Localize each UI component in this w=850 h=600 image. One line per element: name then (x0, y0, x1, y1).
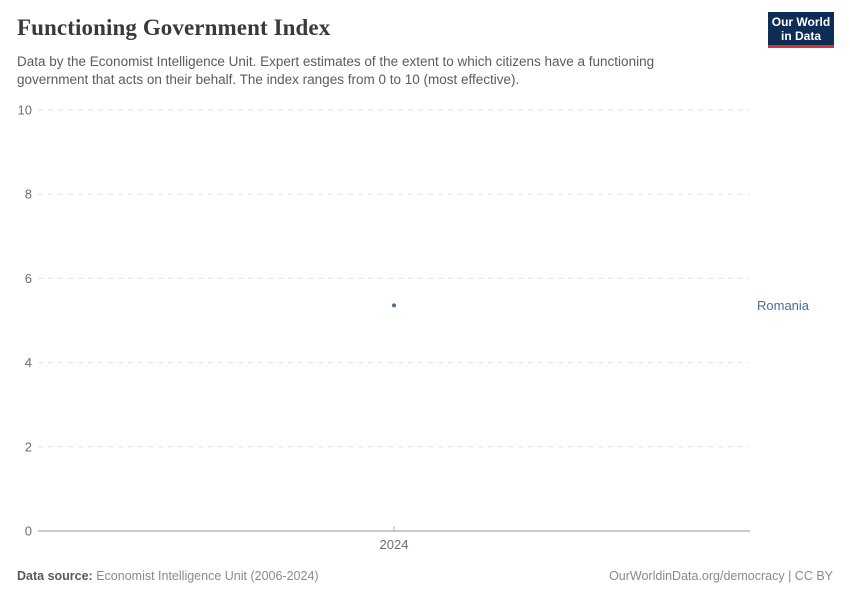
y-axis-tick-label: 2 (25, 439, 32, 454)
x-axis-tick-label: 2024 (380, 537, 409, 552)
chart-plot-area: 0 2 4 6 8 10 2024 Romania (18, 103, 810, 553)
credit-link[interactable]: OurWorldinData.org/democracy | CC BY (609, 569, 833, 583)
data-source-value: Economist Intelligence Unit (2006-2024) (92, 569, 319, 583)
y-axis-tick-label: 4 (25, 355, 32, 370)
y-axis-tick-label: 0 (25, 524, 32, 539)
entity-label-romania[interactable]: Romania (757, 298, 810, 313)
data-point-romania[interactable] (392, 303, 396, 308)
owid-logo-line1: Our World (771, 14, 831, 29)
owid-logo-line2: in Data (780, 28, 821, 43)
y-axis-tick-label: 8 (25, 187, 32, 202)
data-source-note: Data source: Economist Intelligence Unit… (17, 569, 319, 583)
owid-logo[interactable]: Our World in Data (768, 12, 834, 48)
chart-subtitle: Data by the Economist Intelligence Unit.… (17, 54, 655, 87)
chart-title: Functioning Government Index (17, 15, 331, 40)
y-axis-tick-label: 6 (25, 271, 32, 286)
data-source-label: Data source: (17, 569, 93, 583)
y-axis-tick-label: 10 (18, 103, 32, 118)
